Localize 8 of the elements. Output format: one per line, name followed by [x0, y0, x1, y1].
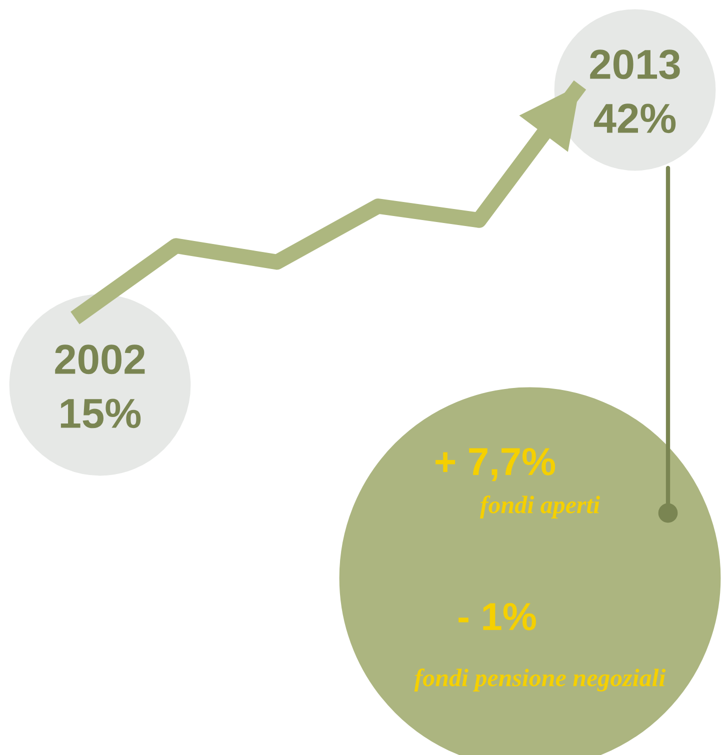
- text: 15%: [60, 398, 141, 428]
- text: fondi aperti: [480, 496, 600, 518]
- text: 2013: [590, 50, 680, 80]
- text: - 1%: [458, 603, 536, 630]
- text: 2002: [55, 344, 145, 374]
- text: + 7,7%: [436, 448, 556, 482]
- text: fondi pensione negoziali: [414, 668, 666, 692]
- annotation: 42%: [594, 104, 676, 134]
